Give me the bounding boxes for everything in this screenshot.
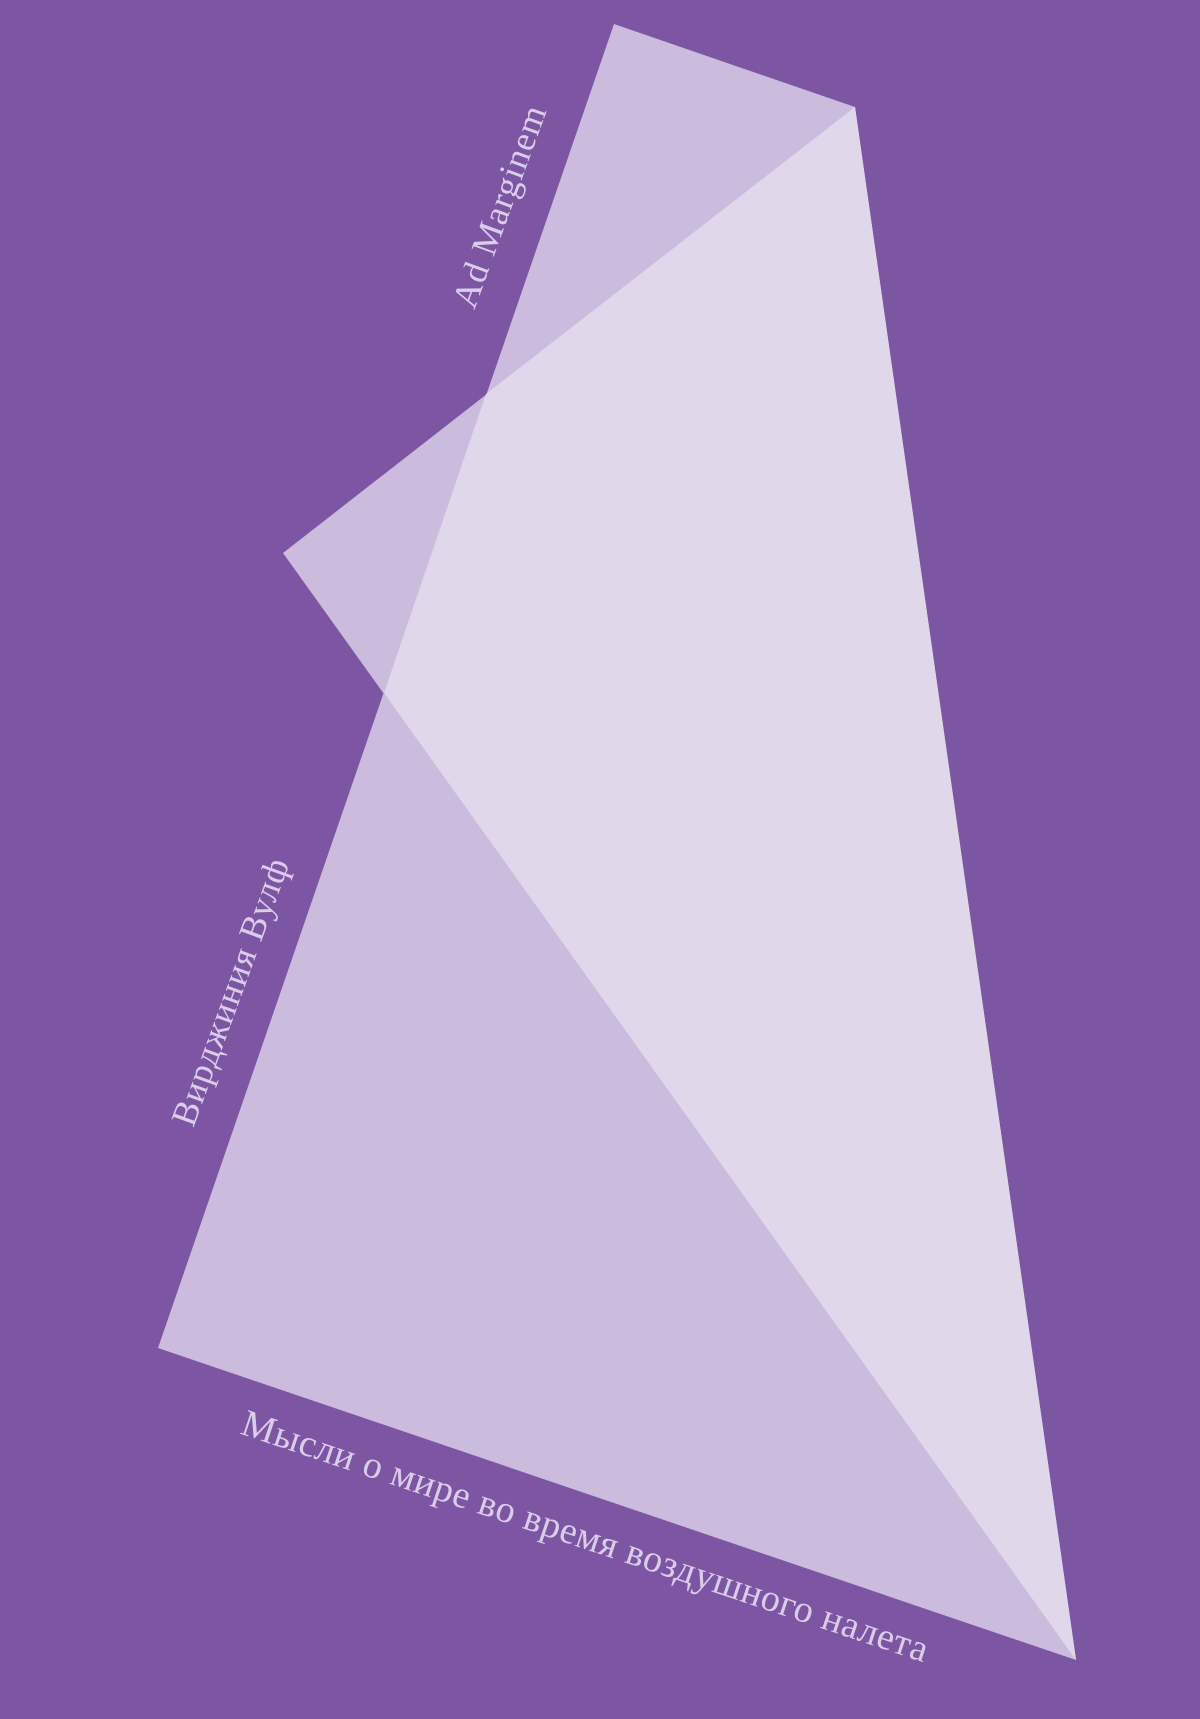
paper-sheets-overlap xyxy=(384,107,1076,1660)
